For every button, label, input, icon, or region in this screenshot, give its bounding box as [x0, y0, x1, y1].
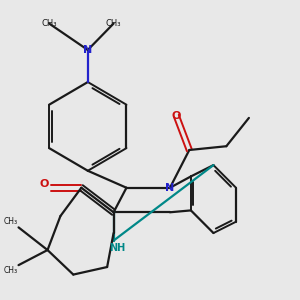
Text: CH₃: CH₃	[106, 19, 121, 28]
Text: O: O	[40, 179, 49, 189]
Text: N: N	[83, 45, 92, 55]
Text: CH₃: CH₃	[3, 266, 17, 275]
Text: O: O	[172, 111, 181, 121]
Text: NH: NH	[109, 243, 125, 253]
Text: CH₃: CH₃	[41, 19, 57, 28]
Text: CH₃: CH₃	[3, 217, 17, 226]
Text: N: N	[165, 183, 175, 193]
